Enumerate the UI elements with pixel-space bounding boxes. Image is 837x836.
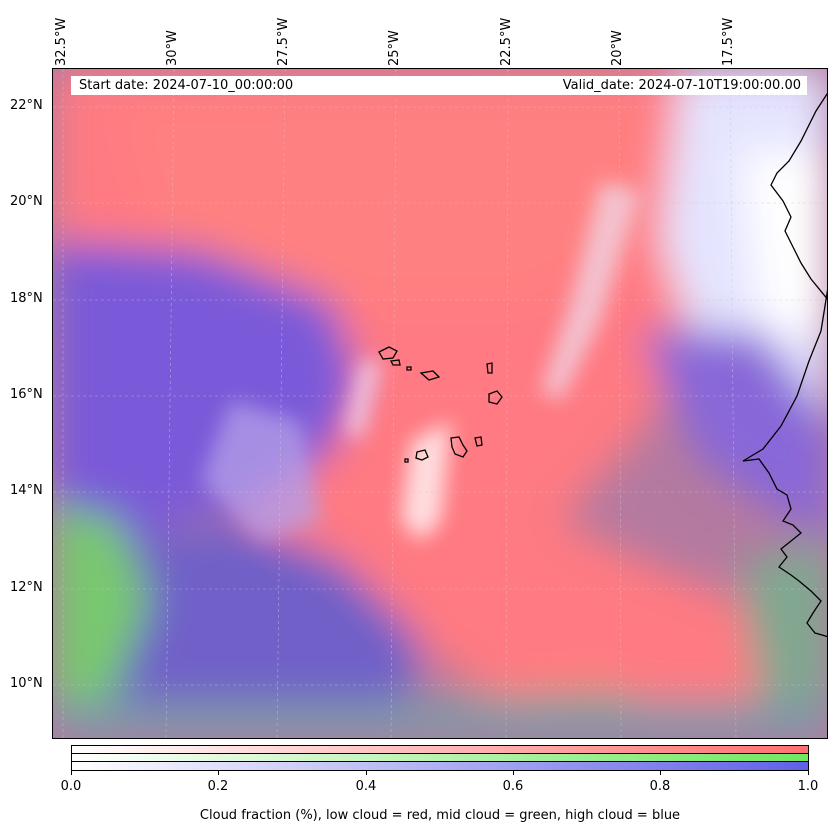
lon-label-32-5w: 32.5°W	[54, 17, 69, 66]
valid-date-label: Valid_date: 2024-07-10T19:00:00.00	[562, 78, 801, 93]
lon-label-25w: 25°W	[387, 30, 402, 66]
lat-label-16n: 16°N	[10, 387, 43, 402]
lon-label-22-5w: 22.5°W	[499, 17, 514, 66]
lat-label-22n: 22°N	[10, 98, 43, 113]
colorbar-tick	[218, 771, 219, 775]
colorbar-tick-label-0: 0.0	[60, 779, 82, 794]
colorbar-tick-label-0-4: 0.4	[355, 779, 377, 794]
lat-label-10n: 10°N	[10, 676, 43, 691]
colorbar-tick-label-0-8: 0.8	[649, 779, 671, 794]
lat-label-12n: 12°N	[10, 580, 43, 595]
lon-label-17-5w: 17.5°W	[721, 17, 736, 66]
colorbar	[71, 745, 809, 771]
colorbar-tick-label-1: 1.0	[797, 779, 819, 794]
lon-label-20w: 20°W	[610, 30, 625, 66]
colorbar-tick	[660, 771, 661, 775]
map-canvas	[52, 68, 828, 739]
colorbar-tick	[366, 771, 367, 775]
colorbar-label: Cloud fraction (%), low cloud = red, mid…	[199, 808, 681, 823]
lon-label-30w: 30°W	[165, 30, 180, 66]
lat-label-14n: 14°N	[10, 483, 43, 498]
colorbar-mid-cloud	[72, 754, 808, 762]
colorbar-tick-label-0-2: 0.2	[207, 779, 229, 794]
lat-label-20n: 20°N	[10, 194, 43, 209]
info-bar	[71, 76, 807, 95]
start-date-label: Start date: 2024-07-10_00:00:00	[79, 78, 294, 93]
cape-verde-islands	[378, 346, 503, 463]
colorbar-high-cloud	[72, 762, 808, 770]
colorbar-tick-label-0-6: 0.6	[502, 779, 524, 794]
colorbar-tick	[71, 771, 72, 775]
lat-label-18n: 18°N	[10, 291, 43, 306]
colorbar-tick	[808, 771, 809, 775]
cloud-field	[53, 69, 827, 738]
africa-coastline	[742, 289, 827, 638]
gridlines	[53, 69, 827, 738]
colorbar-tick	[513, 771, 514, 775]
colorbar-low-cloud	[72, 746, 808, 754]
lon-label-27-5w: 27.5°W	[276, 17, 291, 66]
